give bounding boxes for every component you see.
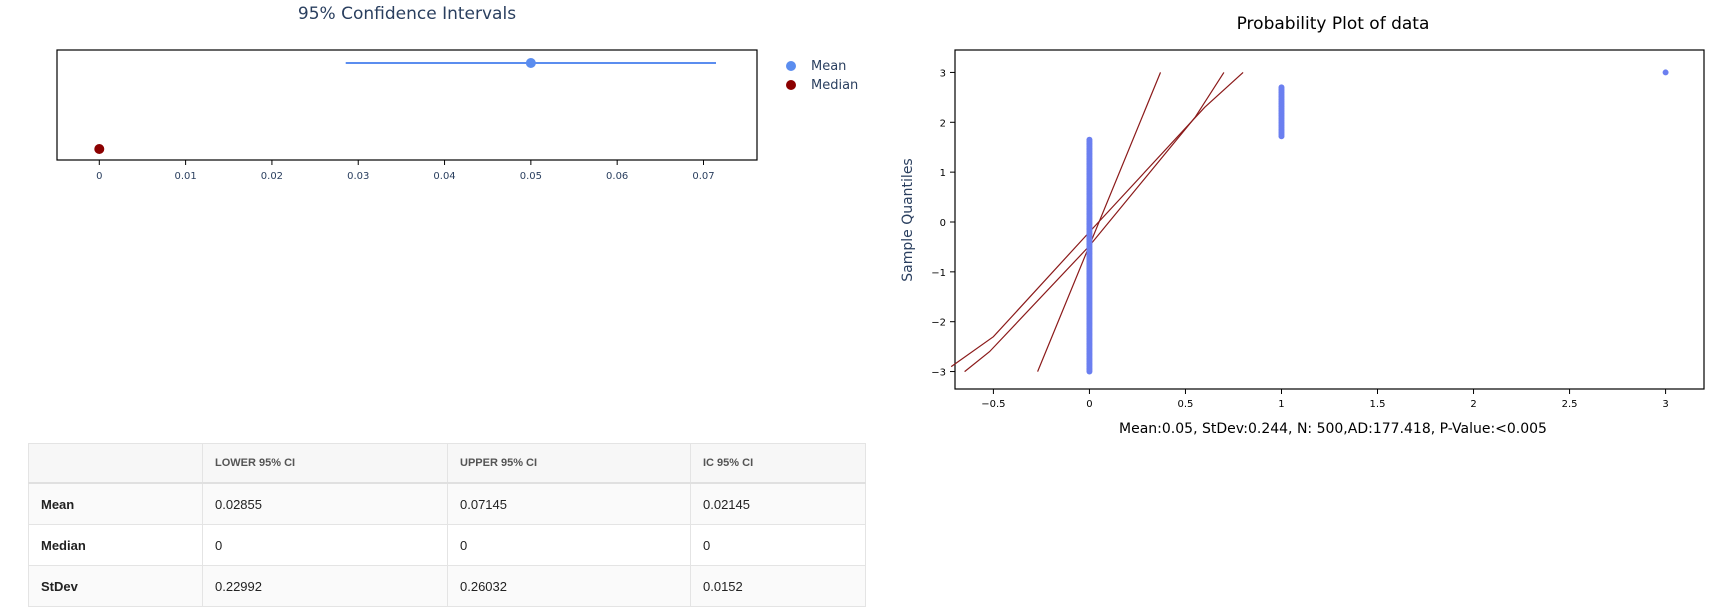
pp-axes: −0.5 0 0.5 1 1.5 2 2.5 3 −3 −2 −1 0 1 2 3 <box>931 68 1669 410</box>
ci-plot-area <box>94 58 717 154</box>
legend-median-marker <box>786 80 796 90</box>
pp-y-tick-label: 0 <box>940 218 946 229</box>
ci-plot-frame <box>56 49 758 161</box>
row-label: Mean <box>28 482 203 525</box>
table-header-row: LOWER 95% CI UPPER 95% CI IC 95% CI <box>28 443 866 484</box>
table-row: Mean 0.02855 0.07145 0.02145 <box>28 482 866 525</box>
pp-plot-area <box>950 69 1669 375</box>
pp-x-tick-label: 2.5 <box>1562 399 1578 410</box>
ci-x-tick-label: 0 <box>96 171 102 182</box>
ci-x-tick-label: 0.06 <box>606 171 628 182</box>
table-header-lower: LOWER 95% CI <box>202 443 448 484</box>
cell-upper: 0.07145 <box>447 482 691 525</box>
cell-ic: 0.02145 <box>690 482 866 525</box>
row-label: Median <box>28 524 203 566</box>
table-header-ic: IC 95% CI <box>690 443 866 484</box>
median-point <box>94 144 105 154</box>
pp-y-tick-label: −2 <box>931 318 946 329</box>
pp-y-axis-label: Sample Quantiles <box>900 158 916 281</box>
ci-legend[interactable]: Mean Median <box>786 59 858 93</box>
table-header-empty <box>28 443 203 484</box>
table-row: Median 0 0 0 <box>28 524 866 566</box>
cell-upper: 0.26032 <box>447 565 691 607</box>
ci-x-tick-label: 0.07 <box>692 171 714 182</box>
pp-sample-point <box>1086 136 1093 143</box>
legend-mean-marker <box>786 61 796 71</box>
pp-chart-title: Probability Plot of data <box>1237 14 1430 34</box>
pp-fit-line <box>950 71 1244 368</box>
pp-x-tick-label: 2 <box>1470 399 1476 410</box>
ci-chart-title: 95% Confidence Intervals <box>298 4 516 24</box>
pp-x-tick-label: 0 <box>1086 399 1092 410</box>
pp-fit-line <box>964 72 1225 373</box>
table-header-upper: UPPER 95% CI <box>447 443 691 484</box>
row-label: StDev <box>28 565 203 607</box>
ci-x-tick-label: 0.04 <box>433 171 455 182</box>
pp-sample-point <box>1662 69 1669 76</box>
legend-median-label: Median <box>811 78 858 93</box>
ci-x-tick-label: 0.03 <box>347 171 369 182</box>
cell-lower: 0.22992 <box>202 565 448 607</box>
table-row: StDev 0.22992 0.26032 0.0152 <box>28 565 866 607</box>
pp-x-tick-label: 1 <box>1278 399 1284 410</box>
pp-y-tick-label: 1 <box>940 168 946 179</box>
cell-ic: 0 <box>690 524 866 566</box>
probability-plot-chart: Probability Plot of data Sample Quantile… <box>900 14 1705 437</box>
pp-x-axis-label: Mean:0.05, StDev:0.244, N: 500,AD:177.41… <box>1119 421 1547 437</box>
confidence-interval-table: LOWER 95% CI UPPER 95% CI IC 95% CI Mean… <box>28 443 866 607</box>
cell-ic: 0.0152 <box>690 565 866 607</box>
pp-x-tick-label: 0.5 <box>1178 399 1194 410</box>
confidence-interval-chart: 95% Confidence Intervals 0 0.01 0.02 0.03 0.… <box>56 4 858 182</box>
mean-point <box>525 58 536 68</box>
cell-lower: 0 <box>202 524 448 566</box>
cell-upper: 0 <box>447 524 691 566</box>
pp-x-tick-label: −0.5 <box>981 399 1005 410</box>
pp-y-tick-label: −1 <box>931 268 946 279</box>
pp-y-tick-label: 2 <box>940 118 946 129</box>
ci-x-tick-label: 0.05 <box>520 171 542 182</box>
pp-y-tick-label: −3 <box>931 368 946 379</box>
pp-sample-point <box>1278 84 1285 91</box>
pp-plot-frame <box>954 49 1705 390</box>
pp-y-tick-label: 3 <box>940 68 946 79</box>
ci-x-tick-label: 0.01 <box>174 171 196 182</box>
pp-x-tick-label: 1.5 <box>1370 399 1386 410</box>
cell-lower: 0.02855 <box>202 482 448 525</box>
ci-x-axis: 0 0.01 0.02 0.03 0.04 0.05 0.06 0.07 <box>96 160 715 182</box>
pp-x-tick-label: 3 <box>1662 399 1668 410</box>
legend-mean-label: Mean <box>811 59 846 74</box>
ci-x-tick-label: 0.02 <box>261 171 283 182</box>
